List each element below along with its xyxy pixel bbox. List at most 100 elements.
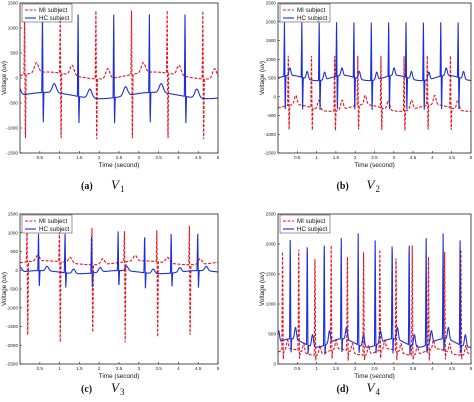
y-axis-label: Voltage (uv) bbox=[1, 272, 8, 306]
y-tick-label: 2000 bbox=[266, 242, 277, 247]
series-line-hc bbox=[278, 22, 471, 110]
x-tick-label: 2.5 bbox=[116, 155, 123, 160]
x-tick-label: 2.5 bbox=[371, 155, 378, 160]
y-tick-label: 0 bbox=[273, 362, 276, 367]
y-tick-label: 0 bbox=[273, 94, 276, 99]
x-tick-label: 3 bbox=[393, 155, 396, 160]
x-tick-label: 4.5 bbox=[195, 155, 202, 160]
y-axis-label: Voltage (uv) bbox=[259, 272, 266, 306]
caption-letter: (d) bbox=[337, 384, 349, 395]
y-tick-label: -2000 bbox=[6, 343, 18, 348]
series-line-hc bbox=[20, 14, 218, 124]
x-tick-label: 3 bbox=[138, 366, 141, 371]
y-axis-label: Voltage (uv) bbox=[1, 61, 8, 95]
series-line-mi bbox=[20, 225, 218, 343]
x-tick-label: 4 bbox=[431, 366, 434, 371]
x-tick-label: 3.5 bbox=[410, 155, 417, 160]
legend-label-hc: HC subject bbox=[39, 15, 70, 22]
caption-variable: V bbox=[367, 177, 377, 192]
y-axis-label: Voltage (uv) bbox=[259, 61, 266, 95]
x-tick-label: 3 bbox=[393, 366, 396, 371]
x-tick-label: 1.5 bbox=[333, 366, 340, 371]
y-tick-label: 2500 bbox=[266, 1, 277, 6]
x-tick-label: 2 bbox=[98, 155, 101, 160]
x-tick-label: 4 bbox=[177, 366, 180, 371]
caption-letter: (c) bbox=[81, 384, 92, 395]
x-tick-label: 2 bbox=[98, 366, 101, 371]
x-tick-label: 2 bbox=[354, 155, 357, 160]
x-tick-label: 0.5 bbox=[37, 366, 44, 371]
legend-label-hc: HC subject bbox=[297, 15, 328, 22]
y-tick-label: 0 bbox=[15, 268, 18, 273]
y-tick-label: -1500 bbox=[6, 324, 18, 329]
x-tick-label: 2.5 bbox=[371, 366, 378, 371]
x-axis-label: Time (second) bbox=[354, 162, 395, 169]
x-tick-label: 1 bbox=[58, 366, 61, 371]
y-tick-label: -2500 bbox=[6, 362, 18, 367]
x-axis-label: Time (second) bbox=[99, 373, 140, 380]
x-tick-label: 4.5 bbox=[195, 366, 202, 371]
plot-frame bbox=[19, 2, 219, 154]
x-tick-label: 0.5 bbox=[37, 155, 44, 160]
x-tick-label: 5 bbox=[470, 155, 473, 160]
x-tick-label: 4.5 bbox=[449, 155, 456, 160]
x-tick-label: 0.5 bbox=[294, 155, 301, 160]
x-tick-label: 1 bbox=[315, 366, 318, 371]
y-tick-label: 1500 bbox=[8, 212, 19, 217]
x-tick-label: 4 bbox=[431, 155, 434, 160]
y-tick-label: -1000 bbox=[6, 126, 18, 131]
x-axis-label: Time (second) bbox=[354, 373, 395, 380]
x-tick-label: 3 bbox=[138, 155, 141, 160]
panel-a: 0.5 1 1.5 2 2.5 3 3.5 4 4.5 5 -1500 -1000 -500 0 500 10… bbox=[1, 1, 220, 194]
x-tick-label: 5 bbox=[217, 155, 220, 160]
legend-label-mi: MI subject bbox=[39, 7, 67, 14]
x-axis-label: Time (second) bbox=[99, 162, 140, 169]
x-tick-label: 3.5 bbox=[410, 366, 417, 371]
legend-label-hc: HC subject bbox=[297, 226, 328, 233]
y-tick-label: 1500 bbox=[266, 272, 277, 277]
x-tick-label: 4.5 bbox=[449, 366, 456, 371]
caption-subscript: 4 bbox=[376, 387, 381, 397]
y-tick-label: 1000 bbox=[266, 57, 277, 62]
x-tick-label: 5 bbox=[217, 366, 220, 371]
y-tick-label: 0 bbox=[15, 76, 18, 81]
x-tick-label: 3.5 bbox=[155, 366, 162, 371]
y-tick-label: 500 bbox=[10, 51, 18, 56]
caption-subscript: 3 bbox=[120, 387, 125, 397]
y-tick-label: -500 bbox=[9, 101, 19, 106]
series-line-hc bbox=[20, 231, 218, 289]
x-tick-label: 4 bbox=[177, 155, 180, 160]
series-line-hc bbox=[278, 233, 471, 355]
x-tick-label: 5 bbox=[470, 366, 473, 371]
legend-label-mi: MI subject bbox=[297, 218, 325, 225]
x-tick-label: 3.5 bbox=[155, 155, 162, 160]
y-tick-label: 2500 bbox=[266, 212, 277, 217]
y-tick-label: -1500 bbox=[6, 151, 18, 156]
y-tick-label: 1000 bbox=[8, 230, 19, 235]
series-line-mi bbox=[20, 10, 218, 140]
caption-variable: V bbox=[111, 177, 121, 192]
caption-letter: (b) bbox=[337, 181, 349, 192]
y-tick-label: -1000 bbox=[264, 132, 276, 137]
y-tick-label: 1000 bbox=[266, 302, 277, 307]
x-tick-label: 2 bbox=[354, 366, 357, 371]
y-tick-label: 1500 bbox=[266, 38, 277, 43]
x-tick-label: 1.5 bbox=[76, 366, 83, 371]
caption-letter: (a) bbox=[81, 181, 93, 192]
legend-label-mi: MI subject bbox=[39, 218, 67, 225]
legend-label-mi: MI subject bbox=[297, 7, 325, 14]
y-tick-label: 500 bbox=[10, 249, 18, 254]
caption-subscript: 2 bbox=[376, 184, 381, 194]
y-tick-label: 2000 bbox=[266, 19, 277, 24]
panel-b: 0.5 1 1.5 2 2.5 3 3.5 4 4.5 5 -1500 -1000 -500 0 500 10… bbox=[259, 1, 473, 194]
y-tick-label: -500 bbox=[9, 287, 19, 292]
y-tick-label: -1500 bbox=[264, 151, 276, 156]
y-tick-label: 500 bbox=[268, 76, 276, 81]
x-tick-label: 1 bbox=[315, 155, 318, 160]
x-tick-label: 1.5 bbox=[333, 155, 340, 160]
